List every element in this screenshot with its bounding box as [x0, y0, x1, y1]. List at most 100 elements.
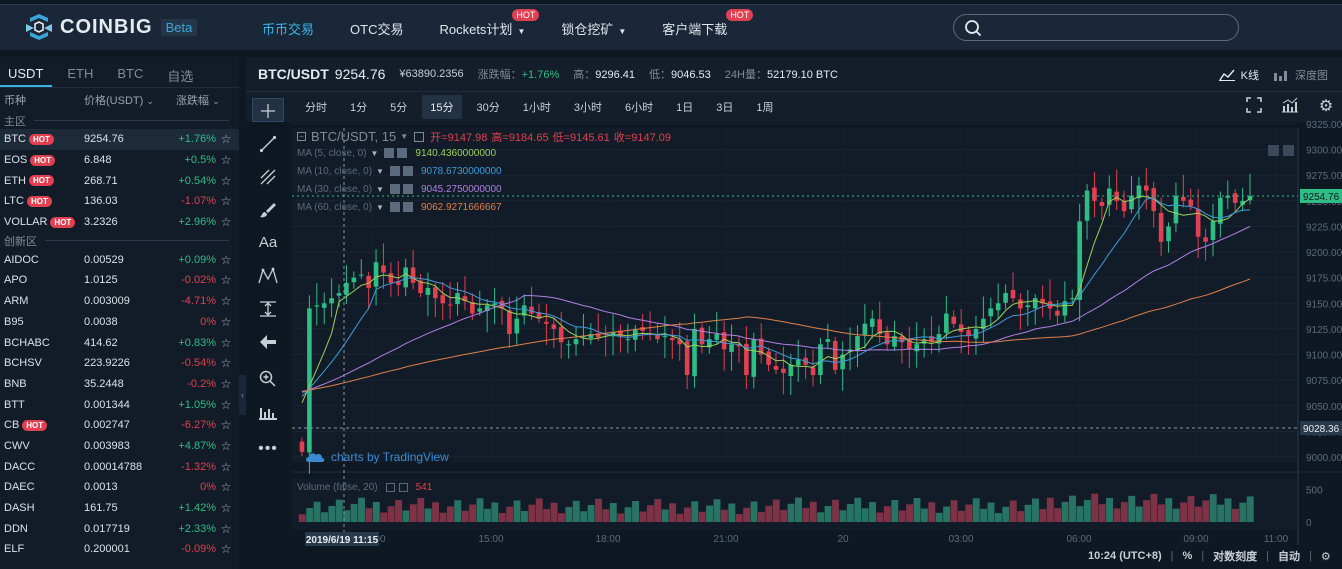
- candle[interactable]: [1092, 187, 1097, 201]
- collapse-legend-icon[interactable]: −: [297, 132, 306, 141]
- ma-close-icon[interactable]: [402, 184, 413, 194]
- interval-6[interactable]: 3小时: [573, 102, 602, 114]
- back-arrow-icon[interactable]: [252, 330, 284, 354]
- candle[interactable]: [521, 305, 527, 316]
- percent-toggle[interactable]: %: [1182, 550, 1193, 562]
- candle[interactable]: [773, 366, 779, 370]
- candle[interactable]: [470, 301, 475, 314]
- candle[interactable]: [714, 334, 720, 340]
- more-tools-icon[interactable]: •••: [258, 440, 278, 457]
- star-icon[interactable]: ☆: [220, 132, 232, 147]
- candle[interactable]: [877, 319, 882, 335]
- candle[interactable]: [1040, 298, 1045, 304]
- star-icon[interactable]: ☆: [220, 459, 232, 474]
- candle[interactable]: [507, 310, 512, 335]
- ruler-tool-icon[interactable]: [252, 400, 284, 424]
- candle[interactable]: [662, 336, 668, 338]
- candle[interactable]: [855, 336, 860, 351]
- candle[interactable]: [684, 341, 690, 376]
- candle[interactable]: [336, 293, 342, 296]
- candle[interactable]: [1181, 196, 1186, 201]
- candle[interactable]: [529, 306, 534, 314]
- star-icon[interactable]: ☆: [220, 173, 232, 188]
- candle[interactable]: [395, 280, 401, 285]
- candle[interactable]: [884, 332, 890, 345]
- collapse-handle[interactable]: ‹: [239, 375, 246, 415]
- market-tab-0[interactable]: USDT: [0, 57, 53, 87]
- brand-logo[interactable]: COINBIG Beta: [24, 14, 198, 40]
- star-icon[interactable]: ☆: [220, 521, 232, 536]
- candle[interactable]: [869, 318, 875, 327]
- candle[interactable]: [736, 344, 742, 347]
- market-row[interactable]: ARM 0.003009 -4.71% ☆: [0, 291, 239, 312]
- market-row[interactable]: B95 0.0038 0% ☆: [0, 312, 239, 333]
- candle[interactable]: [625, 339, 631, 341]
- candle[interactable]: [403, 267, 408, 288]
- interval-1[interactable]: 1分: [350, 102, 368, 114]
- candle[interactable]: [1121, 201, 1127, 212]
- candle[interactable]: [1218, 197, 1223, 224]
- star-icon[interactable]: ☆: [220, 153, 232, 168]
- market-row[interactable]: LTC HOT 136.03 -1.07% ☆: [0, 191, 239, 212]
- candle[interactable]: [558, 327, 564, 343]
- candle[interactable]: [781, 368, 786, 373]
- interval-8[interactable]: 1日: [676, 102, 694, 114]
- candle[interactable]: [1069, 298, 1075, 300]
- candle[interactable]: [914, 344, 920, 352]
- candle[interactable]: [640, 327, 645, 331]
- candle[interactable]: [788, 364, 794, 377]
- settings-gear-icon[interactable]: ⚙: [1318, 98, 1334, 115]
- candle[interactable]: [425, 287, 431, 295]
- candle[interactable]: [766, 351, 771, 365]
- candle[interactable]: [818, 344, 823, 376]
- trendline-tool-icon[interactable]: [252, 132, 284, 156]
- market-row[interactable]: ELF 0.200001 -0.09% ☆: [0, 539, 239, 560]
- ma-settings-icon[interactable]: [389, 202, 400, 212]
- market-tab-2[interactable]: BTC: [117, 66, 144, 81]
- candle[interactable]: [751, 339, 757, 377]
- candle[interactable]: [1010, 289, 1016, 299]
- star-icon[interactable]: ☆: [220, 294, 232, 309]
- market-row[interactable]: BNB 35.2448 -0.2% ☆: [0, 374, 239, 395]
- column-price[interactable]: 价格(USDT) ⌄: [84, 95, 154, 107]
- star-icon[interactable]: ☆: [220, 397, 232, 412]
- candle[interactable]: [1136, 185, 1142, 199]
- star-icon[interactable]: ☆: [220, 376, 232, 391]
- candle[interactable]: [988, 308, 994, 317]
- candle[interactable]: [1084, 190, 1090, 221]
- market-row[interactable]: ETH HOT 268.71 +0.54% ☆: [0, 170, 239, 191]
- candle[interactable]: [551, 324, 557, 329]
- tab-kline[interactable]: K线: [1218, 67, 1259, 83]
- candle[interactable]: [958, 324, 964, 332]
- candle[interactable]: [1025, 305, 1031, 308]
- pattern-tool-icon[interactable]: [252, 264, 284, 288]
- candle[interactable]: [595, 333, 601, 338]
- search-input[interactable]: [953, 14, 1239, 41]
- legend-settings-icon[interactable]: [414, 131, 425, 142]
- candle[interactable]: [588, 334, 594, 338]
- fullscreen-icon[interactable]: [1244, 97, 1264, 117]
- candle[interactable]: [1032, 298, 1038, 309]
- interval-4[interactable]: 30分: [476, 102, 500, 114]
- interval-5[interactable]: 1小时: [522, 102, 551, 114]
- market-row[interactable]: DACC 0.00014788 -1.32% ☆: [0, 456, 239, 477]
- candle[interactable]: [566, 344, 571, 346]
- interval-0[interactable]: 分时: [305, 102, 327, 114]
- candle[interactable]: [1144, 185, 1149, 191]
- candle[interactable]: [351, 277, 357, 283]
- nav-item-3[interactable]: 锁仓挖矿 ▼: [561, 21, 627, 37]
- candle[interactable]: [1188, 199, 1194, 206]
- market-row[interactable]: BTC HOT 9254.76 +1.76% ☆: [0, 129, 239, 150]
- candle[interactable]: [795, 359, 801, 366]
- ma-close-icon[interactable]: [402, 202, 413, 212]
- candle[interactable]: [410, 267, 416, 283]
- candle[interactable]: [388, 273, 394, 283]
- market-tab-1[interactable]: ETH: [67, 66, 94, 81]
- candle[interactable]: [862, 323, 868, 335]
- candle[interactable]: [758, 338, 764, 355]
- market-row[interactable]: BCHSV 223.9226 -0.54% ☆: [0, 353, 239, 374]
- candle[interactable]: [744, 343, 749, 376]
- market-row[interactable]: DASH 161.75 +1.42% ☆: [0, 498, 239, 519]
- candle[interactable]: [1077, 221, 1082, 301]
- market-row[interactable]: DAEC 0.0013 0% ☆: [0, 477, 239, 498]
